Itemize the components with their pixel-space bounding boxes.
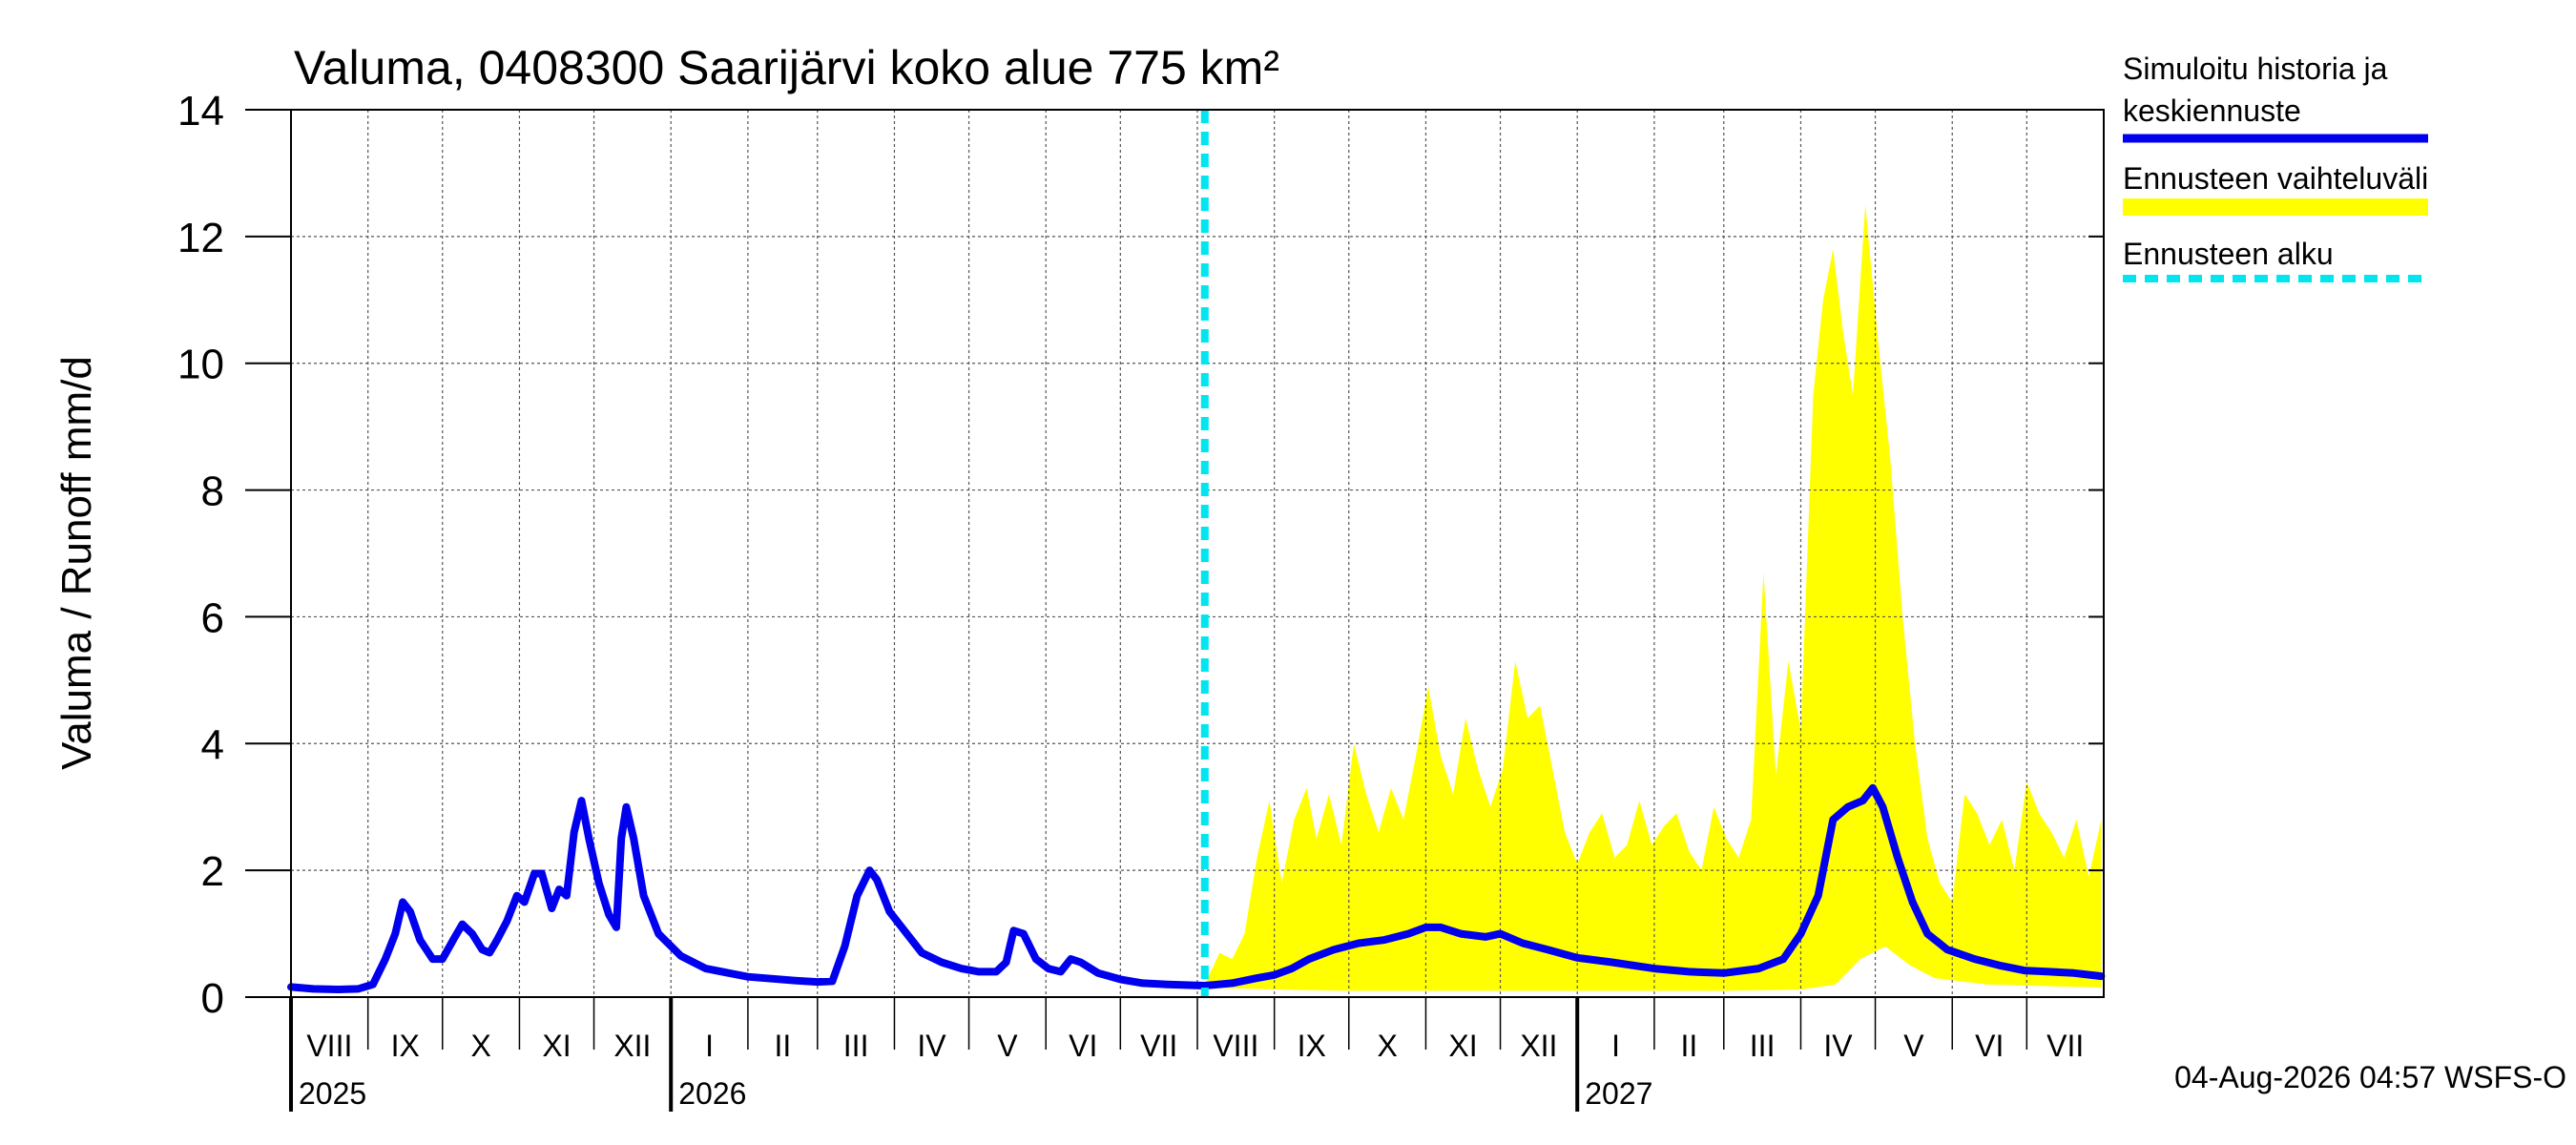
legend-series-label-line2: keskiennuste (2123, 94, 2301, 128)
footer-timestamp: 04-Aug-2026 04:57 WSFS-O (2174, 1060, 2566, 1094)
x-month-label: II (774, 1029, 791, 1063)
x-month-label: X (470, 1029, 490, 1063)
plot-area (287, 109, 2106, 998)
x-month-label: III (1750, 1029, 1776, 1063)
y-axis: 0 2 4 6 8 10 12 14 (177, 88, 2104, 1022)
legend-series-label-line1: Simuloitu historia ja (2123, 52, 2388, 86)
legend-forecast-label: Ennusteen alku (2123, 237, 2334, 271)
y-tick-label: 0 (201, 975, 224, 1022)
x-month-label: XII (613, 1029, 651, 1063)
x-month-label: IV (917, 1029, 946, 1063)
y-tick-label: 8 (201, 468, 224, 515)
y-tick-label: 10 (177, 342, 224, 388)
x-month-label: VI (1069, 1029, 1097, 1063)
simulated-runoff-line (287, 783, 2106, 993)
y-tick-label: 4 (201, 721, 224, 768)
x-month-label: V (997, 1029, 1018, 1063)
x-month-label: XII (1520, 1029, 1557, 1063)
x-month-label: VIII (306, 1029, 352, 1063)
x-month-label: VII (2046, 1029, 2084, 1063)
legend-band-label: Ennusteen vaihteluväli (2123, 161, 2428, 196)
x-year-label: 2027 (1585, 1076, 1652, 1111)
x-month-label: X (1377, 1029, 1397, 1063)
x-year-label: 2025 (299, 1076, 366, 1111)
x-axis: VIII IX X XI XII I II III IV V VI VII VIII IX X XI XII I I… (289, 996, 2104, 1112)
x-month-label: IX (391, 1029, 420, 1063)
x-month-label: IX (1298, 1029, 1326, 1063)
chart-title: Valuma, 0408300 Saarijärvi koko alue 775… (294, 41, 1279, 94)
x-month-label: VI (1975, 1029, 2004, 1063)
x-month-label: I (1611, 1029, 1620, 1063)
x-month-label: V (1903, 1029, 1924, 1063)
x-month-label: VII (1140, 1029, 1177, 1063)
y-axis-label: Valuma / Runoff mm/d (53, 356, 100, 770)
grid (291, 110, 2104, 997)
x-year-label: 2026 (678, 1076, 746, 1111)
x-month-label: VIII (1213, 1029, 1258, 1063)
x-month-label: III (843, 1029, 869, 1063)
x-month-label: XI (1448, 1029, 1477, 1063)
y-tick-label: 14 (177, 88, 224, 135)
x-month-label: I (705, 1029, 714, 1063)
y-tick-label: 12 (177, 215, 224, 261)
x-month-label: IV (1823, 1029, 1853, 1063)
y-tick-label: 6 (201, 594, 224, 641)
x-month-label: II (1680, 1029, 1697, 1063)
simulated-runoff-series (287, 783, 2106, 993)
legend: Simuloitu historia ja keskiennuste Ennus… (2123, 52, 2428, 282)
y-tick-label: 2 (201, 848, 224, 895)
x-month-label: XI (542, 1029, 571, 1063)
